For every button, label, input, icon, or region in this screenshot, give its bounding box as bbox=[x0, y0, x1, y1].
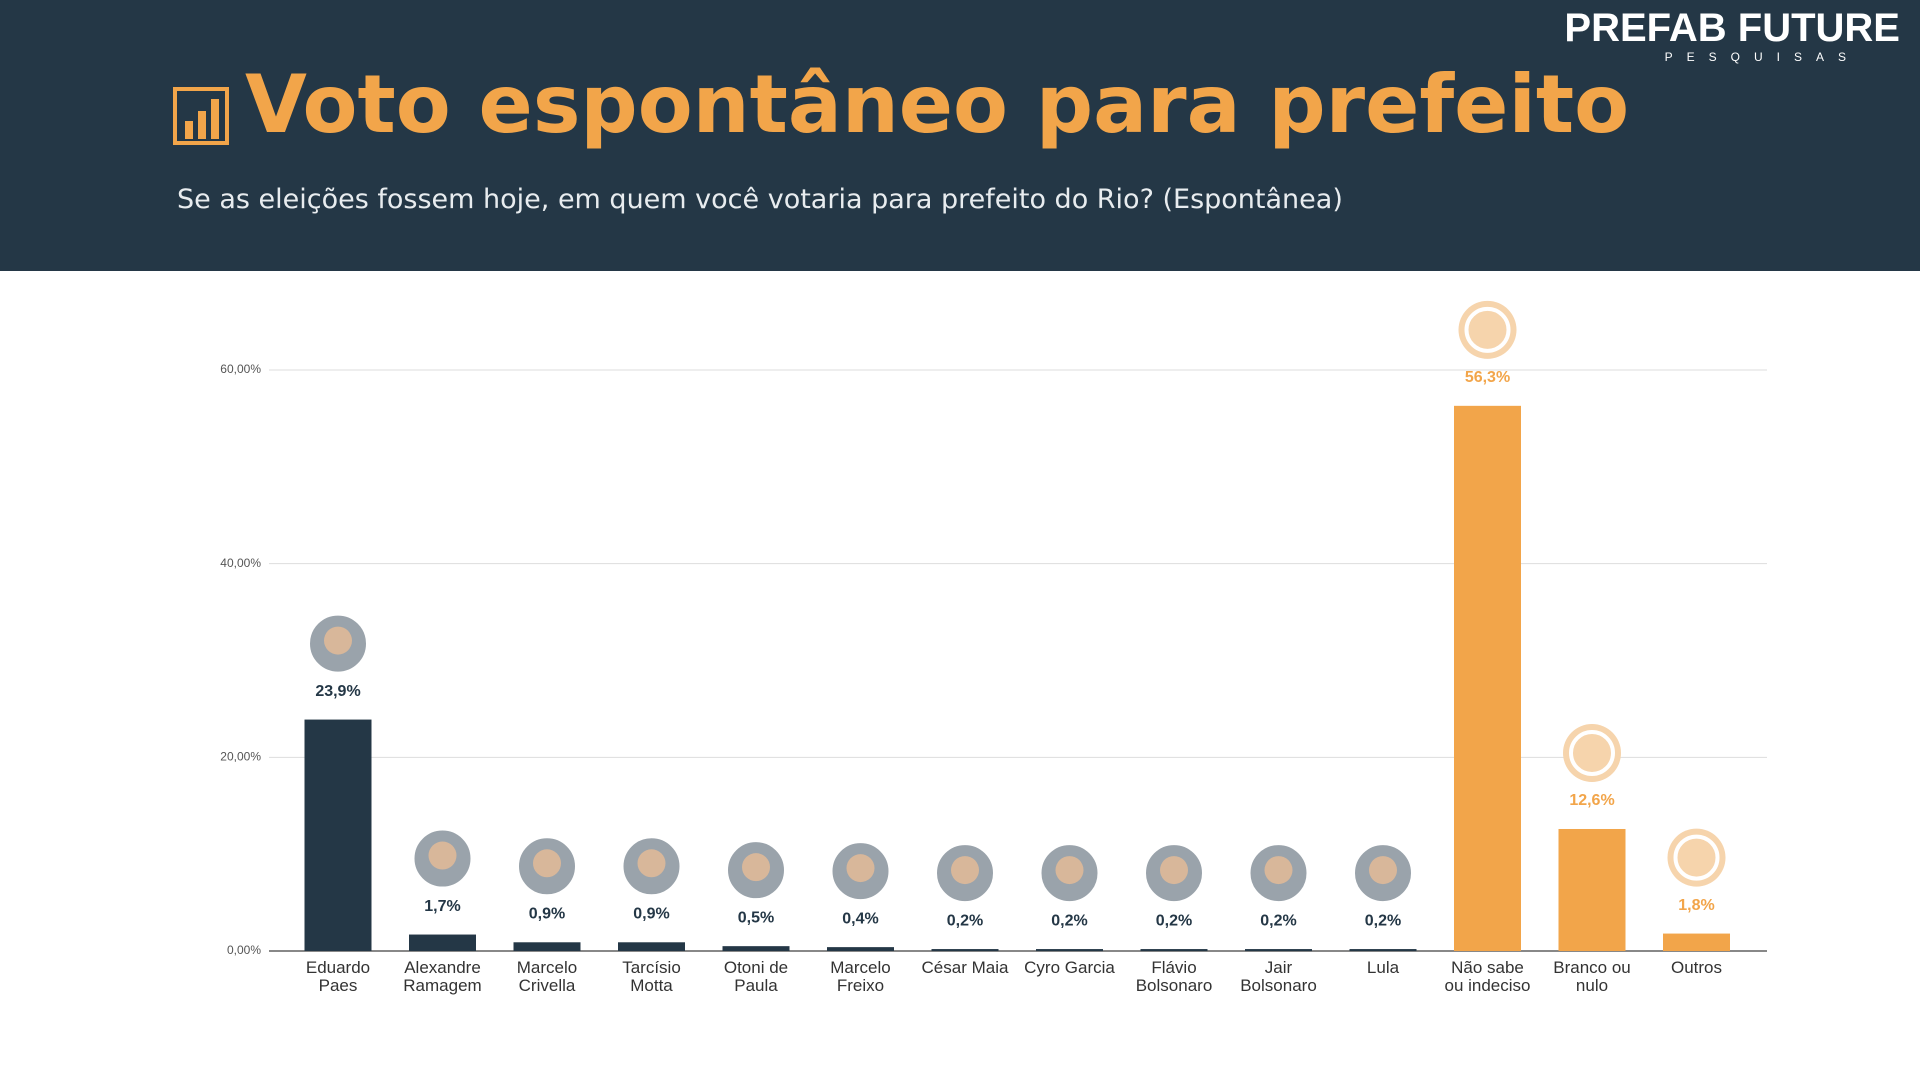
value-label: 1,7% bbox=[424, 898, 460, 915]
value-label: 0,2% bbox=[1260, 912, 1296, 929]
photo-face bbox=[324, 626, 352, 655]
logo-sub: PESQUISAS bbox=[1664, 50, 1860, 64]
bar bbox=[409, 934, 476, 951]
value-label: 0,2% bbox=[1365, 912, 1401, 929]
x-tick-label: Jair Bolsonaro bbox=[1240, 958, 1317, 995]
icon-inner bbox=[1569, 729, 1615, 776]
bar bbox=[513, 942, 581, 951]
value-label: 0,2% bbox=[947, 912, 983, 929]
x-tick-label: Eduardo Paes bbox=[305, 958, 371, 995]
icon-inner bbox=[1673, 834, 1720, 881]
bar bbox=[1245, 949, 1312, 952]
x-tick-label: Tarcísio Motta bbox=[622, 958, 681, 995]
value-label: 1,8% bbox=[1678, 897, 1714, 914]
x-tick-label: Branco ou nulo bbox=[1553, 958, 1631, 995]
photo-face bbox=[1264, 856, 1293, 885]
photo-face bbox=[1055, 856, 1084, 885]
logo: PREFAB FUTURE bbox=[1564, 6, 1900, 50]
photo-face bbox=[742, 853, 770, 882]
value-label: 0,2% bbox=[1156, 912, 1192, 929]
value-label: 0,4% bbox=[842, 910, 878, 927]
photo-face bbox=[637, 849, 666, 878]
bar bbox=[1663, 933, 1730, 951]
y-tick-label: 20,00% bbox=[220, 750, 261, 764]
value-label: 0,2% bbox=[1051, 912, 1087, 929]
value-label: 12,6% bbox=[1569, 792, 1614, 809]
photo-face bbox=[533, 849, 561, 878]
y-tick-label: 0,00% bbox=[227, 943, 261, 957]
bar bbox=[618, 942, 685, 951]
x-tick-label: Outros bbox=[1670, 958, 1723, 977]
photo-face bbox=[951, 856, 979, 885]
subtitle: Se as eleições fossem hoje, em quem você… bbox=[177, 184, 1343, 215]
value-label: 23,9% bbox=[315, 683, 360, 700]
value-label: 0,9% bbox=[529, 906, 565, 923]
bar bbox=[1558, 828, 1626, 951]
y-tick-label: 60,00% bbox=[220, 362, 261, 376]
x-tick-label: Alexandre Ramagem bbox=[403, 958, 482, 995]
x-tick-label: Flávio Bolsonaro bbox=[1135, 958, 1213, 995]
chart-icon bbox=[173, 87, 229, 145]
bar bbox=[1349, 949, 1417, 952]
photo-face bbox=[428, 841, 457, 870]
x-tick-label: César Maia bbox=[921, 958, 1009, 977]
bar bbox=[1140, 949, 1208, 952]
x-tick-label: Não sabe ou indeciso bbox=[1444, 958, 1531, 995]
value-label: 56,3% bbox=[1465, 369, 1510, 386]
x-tick-label: Cyro Garcia bbox=[1024, 958, 1115, 977]
photo-face bbox=[1160, 856, 1188, 885]
x-tick-label: Otoni de Paula bbox=[723, 958, 789, 995]
icon-inner bbox=[1464, 306, 1511, 353]
title: Voto espontâneo para prefeito bbox=[245, 58, 1630, 151]
value-label: 0,5% bbox=[738, 909, 774, 926]
bar bbox=[304, 719, 372, 951]
bar bbox=[827, 947, 894, 951]
photo-face bbox=[846, 854, 875, 883]
y-tick-label: 40,00% bbox=[220, 556, 261, 570]
photo-face bbox=[1369, 856, 1397, 885]
bar bbox=[1036, 949, 1103, 952]
x-tick-label: Lula bbox=[1366, 958, 1400, 977]
x-tick-label: Marcelo Freixo bbox=[830, 958, 891, 995]
bar bbox=[1454, 405, 1521, 951]
header: Voto espontâneo para prefeito Se as elei… bbox=[0, 0, 1920, 271]
bar bbox=[722, 946, 790, 951]
x-tick-label: Marcelo Crivella bbox=[516, 958, 578, 995]
bar bbox=[931, 949, 999, 952]
value-label: 0,9% bbox=[633, 906, 669, 923]
